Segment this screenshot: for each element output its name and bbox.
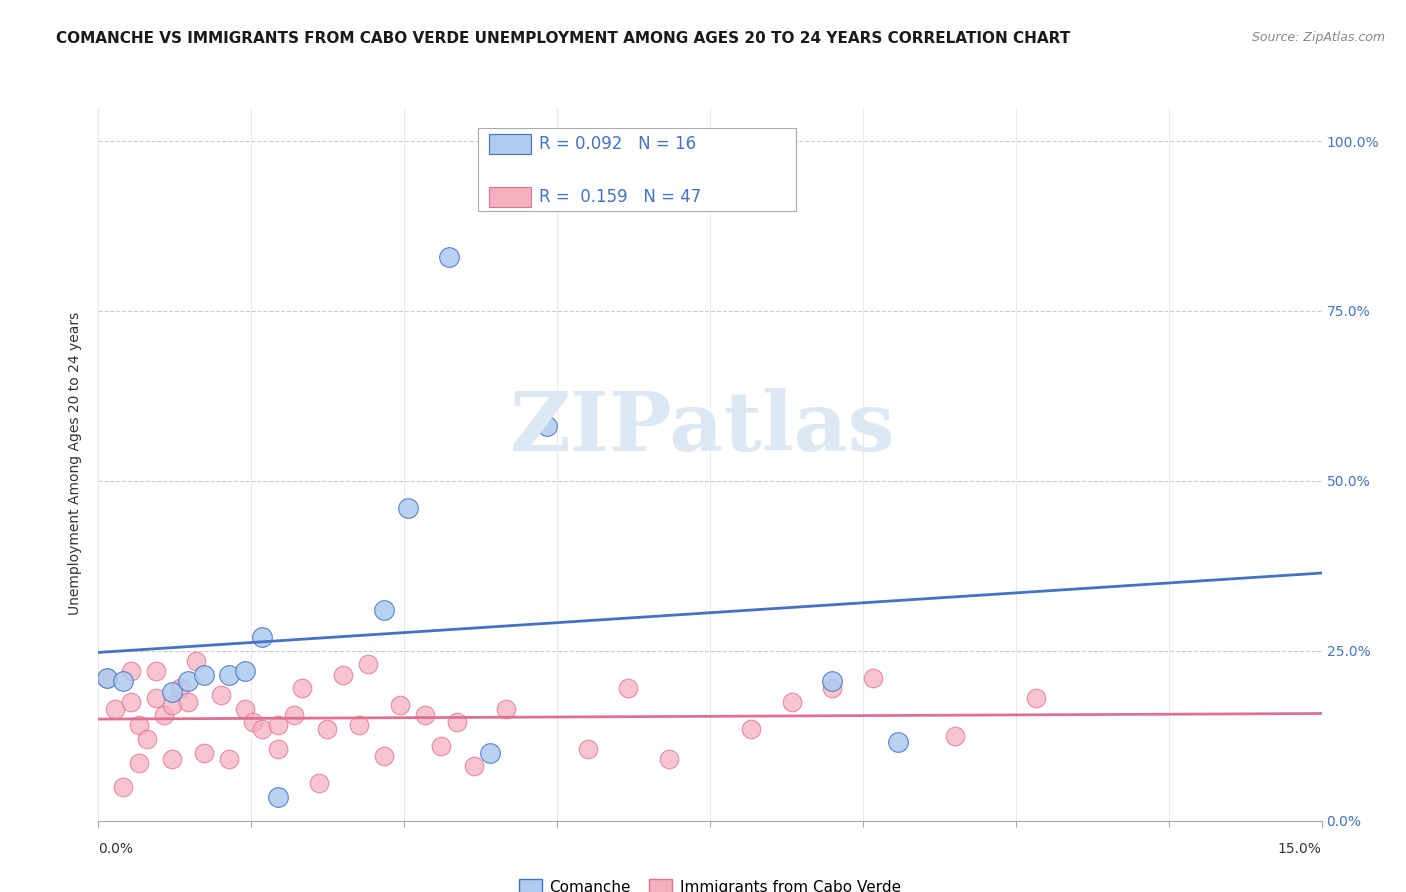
Point xyxy=(495,701,517,715)
Point xyxy=(536,419,558,434)
Point xyxy=(152,708,174,723)
Point xyxy=(96,671,118,685)
Point xyxy=(267,789,290,804)
Point xyxy=(145,691,167,706)
Point xyxy=(821,681,844,695)
Point xyxy=(356,657,378,672)
Point xyxy=(373,603,395,617)
Point xyxy=(740,722,762,736)
Y-axis label: Unemployment Among Ages 20 to 24 years: Unemployment Among Ages 20 to 24 years xyxy=(69,312,83,615)
Point xyxy=(160,752,183,766)
Point xyxy=(349,718,371,732)
Point xyxy=(177,695,200,709)
Point xyxy=(389,698,412,712)
Point xyxy=(111,780,134,794)
Point xyxy=(267,718,290,732)
Point xyxy=(120,664,142,678)
Point xyxy=(186,654,208,668)
Point xyxy=(658,752,681,766)
Text: ZIPatlas: ZIPatlas xyxy=(510,388,896,468)
Point xyxy=(160,698,183,712)
Point xyxy=(1025,691,1047,706)
Point xyxy=(233,701,256,715)
Point xyxy=(283,708,305,723)
Point xyxy=(463,759,485,773)
Text: COMANCHE VS IMMIGRANTS FROM CABO VERDE UNEMPLOYMENT AMONG AGES 20 TO 24 YEARS CO: COMANCHE VS IMMIGRANTS FROM CABO VERDE U… xyxy=(56,31,1070,46)
Point xyxy=(104,701,127,715)
Point xyxy=(193,667,215,681)
Point xyxy=(430,739,453,753)
Point xyxy=(617,681,640,695)
Point xyxy=(128,756,150,770)
Point xyxy=(96,671,118,685)
Point xyxy=(315,722,337,736)
Point xyxy=(120,695,142,709)
Point xyxy=(218,667,240,681)
Point xyxy=(160,684,183,698)
Point xyxy=(128,718,150,732)
Point xyxy=(145,664,167,678)
Point xyxy=(250,630,273,644)
Point xyxy=(437,250,460,264)
Point xyxy=(780,695,803,709)
Text: Source: ZipAtlas.com: Source: ZipAtlas.com xyxy=(1251,31,1385,45)
Point xyxy=(308,776,330,790)
Point xyxy=(373,749,395,764)
Point xyxy=(332,667,354,681)
Point xyxy=(291,681,314,695)
Point xyxy=(821,674,844,689)
Text: R =  0.159   N = 47: R = 0.159 N = 47 xyxy=(540,188,702,206)
Legend: Comanche, Immigrants from Cabo Verde: Comanche, Immigrants from Cabo Verde xyxy=(519,880,901,892)
Point xyxy=(250,722,273,736)
Point xyxy=(413,708,436,723)
Text: 0.0%: 0.0% xyxy=(98,842,134,856)
Point xyxy=(218,752,240,766)
Point xyxy=(446,715,468,730)
Point xyxy=(177,674,200,689)
Point xyxy=(886,735,908,749)
Point xyxy=(111,674,134,689)
Point xyxy=(209,688,232,702)
Point xyxy=(242,715,264,730)
Point xyxy=(267,742,290,756)
Point xyxy=(193,746,215,760)
Point xyxy=(233,664,256,678)
Text: R = 0.092   N = 16: R = 0.092 N = 16 xyxy=(540,135,696,153)
Text: 15.0%: 15.0% xyxy=(1278,842,1322,856)
Point xyxy=(943,729,966,743)
Point xyxy=(478,746,501,760)
Point xyxy=(862,671,884,685)
Point xyxy=(169,681,191,695)
Point xyxy=(136,732,159,747)
Point xyxy=(396,501,419,516)
Point xyxy=(576,742,599,756)
